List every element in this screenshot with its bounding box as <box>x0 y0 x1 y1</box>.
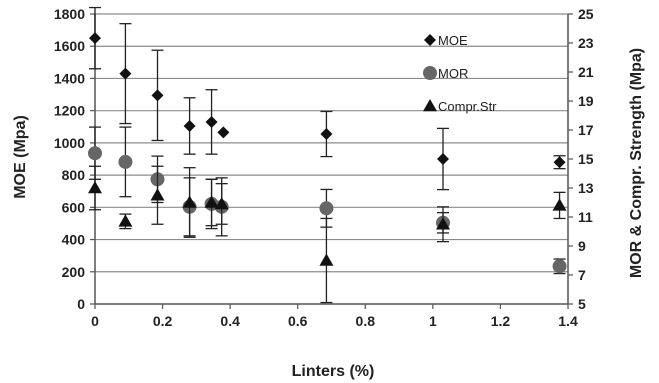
x-tick-label: 1.4 <box>558 313 578 329</box>
x-tick-label: 1.2 <box>491 313 511 329</box>
left-y-tick-label: 1000 <box>54 135 85 151</box>
right-y-tick-labels: 5 7 9 11 13 15 17 19 21 23 25 <box>578 6 594 312</box>
left-y-tick-label: 400 <box>62 232 86 248</box>
left-y-tick-label: 0 <box>77 296 85 312</box>
data-marks <box>88 6 567 304</box>
right-y-axis-title: MOR & Compr. Strength (Mpa) <box>628 48 645 278</box>
x-tick-label: 0.2 <box>153 313 173 329</box>
compr-str-point <box>150 188 165 201</box>
x-tick-label: 0.6 <box>288 313 308 329</box>
compr-str-point <box>204 195 219 208</box>
legend-marker <box>424 34 436 46</box>
right-y-tick-label: 25 <box>578 6 594 22</box>
left-y-tick-label: 600 <box>62 199 86 215</box>
x-tick-label: 0 <box>91 313 99 329</box>
compr-str-point <box>182 195 197 208</box>
right-y-tick-label: 23 <box>578 35 594 51</box>
x-axis-title: Linters (%) <box>292 363 375 380</box>
compr-str-point <box>118 214 133 227</box>
legend-marker <box>423 66 437 80</box>
right-y-tick-label: 7 <box>578 267 586 283</box>
x-tick-label: 0.8 <box>356 313 376 329</box>
left-y-tick-label: 1800 <box>54 6 85 22</box>
compr-str-point <box>552 198 567 211</box>
mor-point <box>118 154 133 169</box>
moe-point <box>119 67 132 80</box>
right-y-tick-label: 17 <box>578 122 594 138</box>
moe-point <box>320 128 333 141</box>
left-y-tick-label: 200 <box>62 264 86 280</box>
moe-point <box>151 89 164 102</box>
moe-point <box>217 126 230 139</box>
right-y-tick-label: 13 <box>578 180 594 196</box>
right-y-tick-label: 11 <box>578 209 593 225</box>
moe-point <box>89 32 101 45</box>
right-y-tick-label: 19 <box>578 93 594 109</box>
left-y-axis-title: MOE (Mpa) <box>12 115 29 199</box>
right-y-tick-label: 9 <box>578 238 586 254</box>
x-tick-label: 1 <box>429 313 437 329</box>
mor-point <box>552 259 567 274</box>
right-y-tick-label: 21 <box>578 64 594 80</box>
compr-str-point <box>435 217 450 230</box>
left-y-tick-label: 1400 <box>54 70 85 86</box>
left-y-tick-labels: 0 200 400 600 800 1000 1200 1400 1600 1800 <box>54 6 85 312</box>
gridlines <box>95 13 568 273</box>
mor-point <box>88 146 102 161</box>
legend: MOE MOR Compr.Str <box>423 33 497 114</box>
x-tick-labels: 0 0.2 0.4 0.6 0.8 1 1.2 1.4 <box>91 313 578 329</box>
left-y-tick-label: 800 <box>62 167 86 183</box>
x-tick-label: 0.4 <box>220 313 240 329</box>
moe-point <box>205 115 218 128</box>
left-y-tick-label: 1600 <box>54 38 85 54</box>
legend-label: MOE <box>438 33 468 48</box>
compr-str-point <box>214 196 229 210</box>
right-y-tick-label: 15 <box>578 151 594 167</box>
moe-point <box>183 119 196 132</box>
compr-str-point <box>319 253 334 266</box>
moe-point <box>553 156 566 169</box>
compr-str-point <box>88 181 102 194</box>
moe-point <box>436 153 449 165</box>
legend-label: Compr.Str <box>438 99 497 114</box>
right-y-tick-label: 5 <box>578 296 586 312</box>
legend-marker <box>423 99 437 112</box>
left-y-tick-label: 1200 <box>54 103 85 119</box>
mor-point <box>319 201 334 216</box>
legend-label: MOR <box>438 66 468 81</box>
